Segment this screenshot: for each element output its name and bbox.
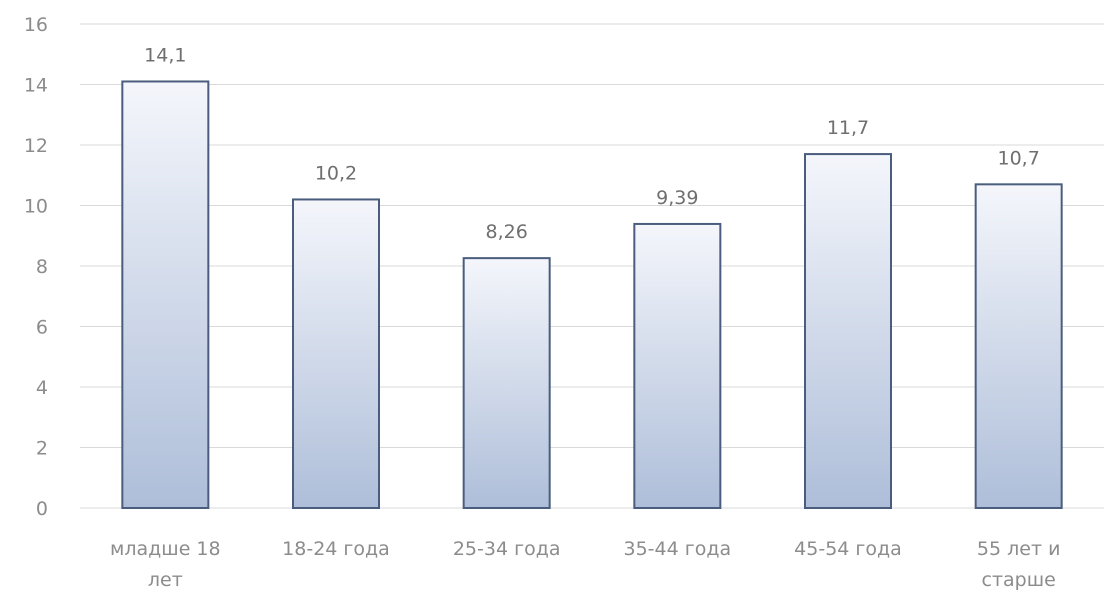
y-axis-ticks: 0 2 4 6 8 10 12 14 16 — [24, 14, 48, 520]
bar — [804, 153, 892, 509]
x-axis-categories: младше 18 лет 18-24 года 25-34 года 35-44 го… — [110, 538, 1060, 591]
y-tick-label: 10 — [24, 196, 48, 218]
data-label: 10,7 — [998, 147, 1040, 169]
x-category-label: младше 18 — [110, 538, 221, 560]
y-tick-label: 4 — [36, 377, 48, 399]
bar — [292, 198, 380, 509]
data-label: 14,1 — [144, 44, 186, 66]
y-tick-label: 0 — [36, 498, 48, 520]
x-category-label: 35-44 года — [624, 538, 732, 560]
data-label: 9,39 — [656, 187, 698, 209]
bars — [121, 80, 1063, 510]
bar — [462, 257, 551, 510]
x-category-label: старше — [982, 569, 1056, 591]
y-tick-label: 14 — [24, 75, 48, 97]
gridlines — [80, 23, 1104, 509]
x-category-label: 55 лет и — [977, 538, 1061, 560]
data-label: 8,26 — [486, 221, 528, 243]
x-category-label: 25-34 года — [453, 538, 561, 560]
x-category-label: лет — [148, 569, 183, 591]
data-labels: 14,1 10,2 8,26 9,39 11,7 10,7 — [144, 44, 1040, 243]
y-tick-label: 6 — [36, 317, 48, 339]
y-tick-label: 8 — [36, 256, 48, 278]
y-tick-label: 12 — [24, 135, 48, 157]
data-label: 10,2 — [315, 162, 357, 184]
x-category-label: 18-24 года — [282, 538, 390, 560]
bar — [121, 80, 210, 509]
bar — [974, 183, 1063, 509]
bar — [633, 222, 722, 509]
x-category-label: 45-54 года — [794, 538, 902, 560]
y-tick-label: 16 — [24, 14, 48, 36]
y-tick-label: 2 — [36, 438, 48, 460]
data-label: 11,7 — [827, 117, 869, 139]
